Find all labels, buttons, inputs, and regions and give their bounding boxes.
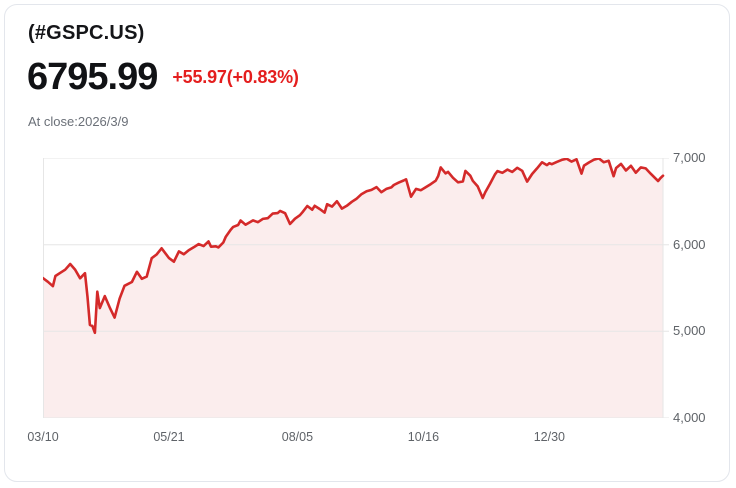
quote-card: (#GSPC.US) 6795.99 +55.97(+0.83%) At clo… <box>4 4 730 482</box>
x-axis-label: 10/16 <box>407 430 440 444</box>
x-axis-label: 03/10 <box>27 430 59 444</box>
y-axis-label: 6,000 <box>673 236 706 252</box>
price-chart[interactable]: 7,000 6,000 5,000 4,000 03/10 05/21 08/05 10/16… <box>5 5 731 483</box>
x-axis-label: 12/30 <box>533 430 565 444</box>
price-change: +55.97(+0.83%) <box>172 67 299 88</box>
y-axis-label: 5,000 <box>673 323 706 339</box>
x-axis-label: 05/21 <box>153 430 185 444</box>
x-axis-label: 08/05 <box>281 430 314 444</box>
y-axis-label: 4,000 <box>673 410 706 425</box>
last-price: 6795.99 <box>27 56 158 98</box>
price-row: 6795.99 +55.97(+0.83%) <box>27 56 299 99</box>
price-line <box>43 158 665 335</box>
as-of-timestamp: At close:2026/3/9 <box>28 114 129 129</box>
symbol-title: (#GSPC.US) <box>28 22 145 44</box>
y-axis-label: 7,000 <box>673 150 706 165</box>
price-chart-canvas[interactable] <box>43 158 669 418</box>
area-fill <box>43 158 663 418</box>
